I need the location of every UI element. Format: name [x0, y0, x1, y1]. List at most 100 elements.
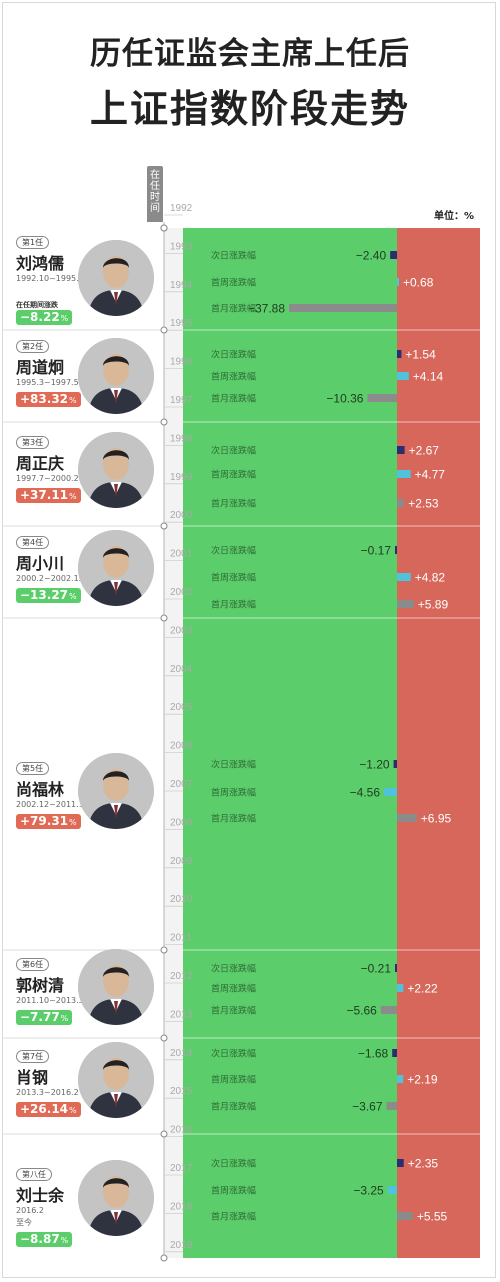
- data-label: +4.82: [415, 571, 446, 585]
- portrait-placeholder-icon: [78, 432, 154, 508]
- bar-category-label: 次日涨跌幅: [211, 445, 256, 456]
- chairman-portrait: [78, 1160, 154, 1236]
- bar: [397, 499, 405, 507]
- term-badge: 第1任: [16, 236, 50, 249]
- chairman-card: 第5任 尚福林 2002.12~2011.10 +79.31%: [0, 0, 160, 829]
- timeline-node: [160, 1130, 168, 1138]
- timeline-node: [160, 224, 168, 232]
- year-tick-label: 2005: [170, 702, 193, 713]
- bar-category-label: 首月涨跌幅: [211, 599, 256, 610]
- bar-category-label: 首周涨跌幅: [211, 371, 256, 382]
- year-tick-label: 2000: [170, 510, 193, 521]
- tenure-axis-label: 在任时间: [147, 166, 163, 222]
- year-tick-label: 2004: [170, 664, 193, 675]
- tenure-change-unit: %: [60, 1236, 69, 1245]
- timeline-node: [160, 946, 168, 954]
- bar-category-label: 首月涨跌幅: [211, 813, 256, 824]
- data-label: +1.54: [405, 348, 436, 362]
- tenure-change-value: −8.22: [20, 310, 60, 324]
- chairman-portrait: [78, 432, 154, 508]
- tenure-change-badge: +79.31%: [16, 814, 81, 829]
- bar-category-label: 次日涨跌幅: [211, 545, 256, 556]
- tenure-dates: 2000.2~2002.12: [16, 574, 84, 583]
- year-tick-label: 1994: [170, 280, 193, 291]
- year-tick-label: 2003: [170, 625, 193, 636]
- data-label: −1.20: [359, 758, 390, 772]
- data-label: −4.56: [350, 786, 381, 800]
- tenure-change-badge: −7.77%: [16, 1010, 73, 1025]
- tenure-change-value: +37.11: [20, 488, 69, 502]
- tenure-change-unit: %: [69, 592, 77, 601]
- timeline-node: [160, 614, 168, 622]
- bar-category-label: 次日涨跌幅: [211, 349, 256, 360]
- bar: [393, 760, 397, 768]
- term-badge: 第4任: [16, 536, 50, 549]
- portrait-placeholder-icon: [78, 1042, 154, 1118]
- bar-category-label: 首周涨跌幅: [211, 572, 256, 583]
- tenure-change-badge: −13.27%: [16, 588, 81, 603]
- tenure-dates: 1997.7~2000.2: [16, 474, 79, 483]
- data-label: −10.36: [326, 392, 363, 406]
- year-tick-label: 2017: [170, 1163, 193, 1174]
- chairman-portrait: [78, 1042, 154, 1118]
- chairman-name: 尚福林: [16, 780, 65, 799]
- tenure-change-badge: +83.32%: [16, 392, 81, 407]
- term-badge: 第八任: [16, 1168, 52, 1181]
- bar-category-label: 首周涨跌幅: [211, 1185, 256, 1196]
- bar-category-label: 首周涨跌幅: [211, 1074, 256, 1085]
- bar-category-label: 首周涨跌幅: [211, 983, 256, 994]
- portrait-placeholder-icon: [78, 338, 154, 414]
- tenure-change-value: +26.14: [20, 1102, 69, 1116]
- portrait-placeholder-icon: [78, 753, 154, 829]
- chairman-portrait: [78, 530, 154, 606]
- data-label: +6.95: [421, 812, 452, 826]
- year-tick-label: 2001: [170, 549, 193, 560]
- year-tick-label: 2010: [170, 894, 193, 905]
- portrait-placeholder-icon: [78, 1160, 154, 1236]
- tenure-change-unit: %: [69, 1106, 77, 1115]
- tenure-change-unit: %: [69, 818, 77, 827]
- data-label: −37.88: [248, 302, 285, 316]
- timeline-node: [160, 522, 168, 530]
- data-label: +4.77: [415, 468, 446, 482]
- tenure-change-unit: %: [60, 1014, 69, 1023]
- chairman-card: 第4任 周小川 2000.2~2002.12 −13.27%: [0, 0, 160, 606]
- year-tick-label: 2016: [170, 1125, 193, 1136]
- bar-category-label: 首周涨跌幅: [211, 787, 256, 798]
- bar: [384, 788, 397, 796]
- chairman-name: 周正庆: [16, 454, 65, 473]
- data-label: −5.66: [346, 1004, 377, 1018]
- year-tick-label: 1999: [170, 472, 193, 483]
- chairman-card: 第7任 肖钢 2013.3~2016.2 +26.14%: [0, 0, 160, 1118]
- year-strip: [164, 228, 183, 1258]
- year-tick-label: 2013: [170, 1009, 193, 1020]
- tenure-dates: 2013.3~2016.2: [16, 1088, 79, 1097]
- bar: [392, 1049, 397, 1057]
- timeline-node: [160, 1254, 168, 1262]
- chairman-portrait: [78, 949, 154, 1025]
- tenure-change-value: −13.27: [20, 588, 69, 602]
- bar: [397, 1075, 404, 1083]
- data-label: +2.22: [407, 982, 438, 996]
- data-label: +2.67: [409, 444, 440, 458]
- bar: [397, 984, 404, 992]
- term-badge: 第6任: [16, 958, 50, 971]
- bar: [397, 1159, 404, 1167]
- tenure-change-value: +79.31: [20, 814, 69, 828]
- bar-category-label: 首周涨跌幅: [211, 469, 256, 480]
- chairman-name: 刘士余: [16, 1186, 65, 1205]
- bar-category-label: 首周涨跌幅: [211, 277, 256, 288]
- tenure-change-badge: +37.11%: [16, 488, 81, 503]
- tenure-dates: 2011.10~2013.3: [16, 996, 84, 1005]
- year-tick-label: 2019: [170, 1240, 193, 1251]
- bar: [386, 1102, 397, 1110]
- year-tick-label: 1996: [170, 357, 193, 368]
- chairman-name: 刘鸿儒: [16, 254, 65, 273]
- year-tick-label: 2014: [170, 1048, 193, 1059]
- chairman-portrait: [78, 240, 154, 316]
- tenure-change-value: +83.32: [20, 392, 69, 406]
- bar-category-label: 首月涨跌幅: [211, 1101, 256, 1112]
- bar: [380, 1006, 397, 1014]
